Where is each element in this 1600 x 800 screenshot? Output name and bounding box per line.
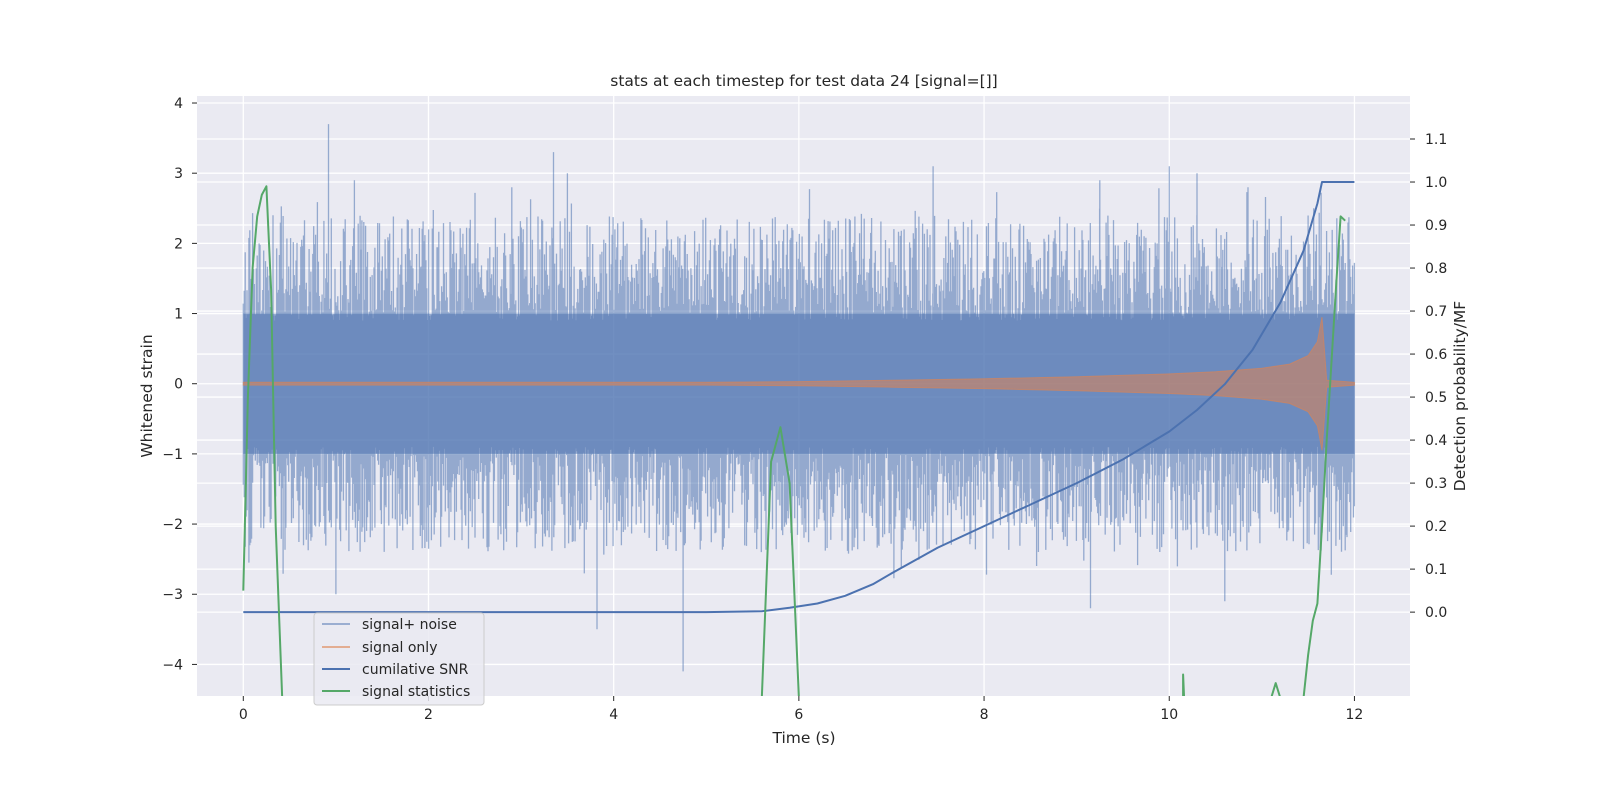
y2-tick-label: 1.0 <box>1425 175 1447 191</box>
legend-label-signal-noise: signal+ noise <box>362 617 457 633</box>
y-tick-label: 4 <box>174 96 183 112</box>
y-tick-label: 1 <box>174 307 183 323</box>
signal-only-series <box>242 317 1355 451</box>
x-axis-label: Time (s) <box>771 729 835 747</box>
y-tick-label: 3 <box>174 166 183 182</box>
x-axis-ticks: 0 2 4 6 8 10 12 <box>239 696 1364 723</box>
x-tick-label: 6 <box>794 707 803 723</box>
y2-tick-label: 0.6 <box>1425 347 1447 363</box>
x-tick-label: 8 <box>980 707 989 723</box>
cumulative-snr-series <box>243 181 1355 614</box>
x-tick-label: 12 <box>1346 707 1364 723</box>
chart-title: stats at each timestep for test data 24 … <box>610 72 997 90</box>
x-tick-label: 2 <box>424 707 433 723</box>
signal-only-envelope <box>242 317 1355 451</box>
y2-tick-label: 0.8 <box>1425 261 1447 277</box>
legend-label-signal-only: signal only <box>362 640 437 656</box>
y2-tick-label: 0.3 <box>1425 476 1447 492</box>
y2-tick-label: 0.0 <box>1425 605 1447 621</box>
x-tick-label: 10 <box>1160 707 1178 723</box>
y2-axis-ticks: 1.1 1.0 0.9 0.8 0.7 0.6 0.5 0.4 0.3 0.2 0.1 0.0 <box>1410 132 1447 621</box>
legend-box <box>313 612 485 706</box>
y-tick-label: 2 <box>174 236 183 252</box>
y-tick-label: −1 <box>162 447 183 463</box>
y2-tick-label: 0.5 <box>1425 390 1447 406</box>
y-axis-label: Whitened strain <box>138 334 156 457</box>
legend: signal+ noise signal only cumilative SNR… <box>313 612 485 706</box>
x-tick-label: 0 <box>239 707 248 723</box>
legend-label-signal-statistics: signal statistics <box>362 684 470 700</box>
y-tick-label: −2 <box>162 517 183 533</box>
signal-statistics-series <box>242 185 1346 696</box>
y2-tick-label: 1.1 <box>1425 132 1447 148</box>
y2-tick-label: 0.4 <box>1425 433 1447 449</box>
y2-tick-label: 0.7 <box>1425 304 1447 320</box>
y-tick-label: 0 <box>174 377 183 393</box>
legend-label-cumulative-snr: cumilative SNR <box>362 662 469 678</box>
y2-tick-label: 0.9 <box>1425 218 1447 234</box>
cumulative-snr-line <box>243 181 1355 614</box>
y-tick-label: −4 <box>162 657 183 673</box>
y-axis-ticks: 4 3 2 1 0 −1 −2 −3 −4 <box>162 96 197 673</box>
x-tick-label: 4 <box>609 707 618 723</box>
y2-axis-label: Detection probability/MF <box>1451 301 1469 492</box>
y2-tick-label: 0.2 <box>1425 519 1447 535</box>
y2-tick-label: 0.1 <box>1425 562 1447 578</box>
signal-statistics-line <box>242 185 1346 696</box>
y-tick-label: −3 <box>162 587 183 603</box>
